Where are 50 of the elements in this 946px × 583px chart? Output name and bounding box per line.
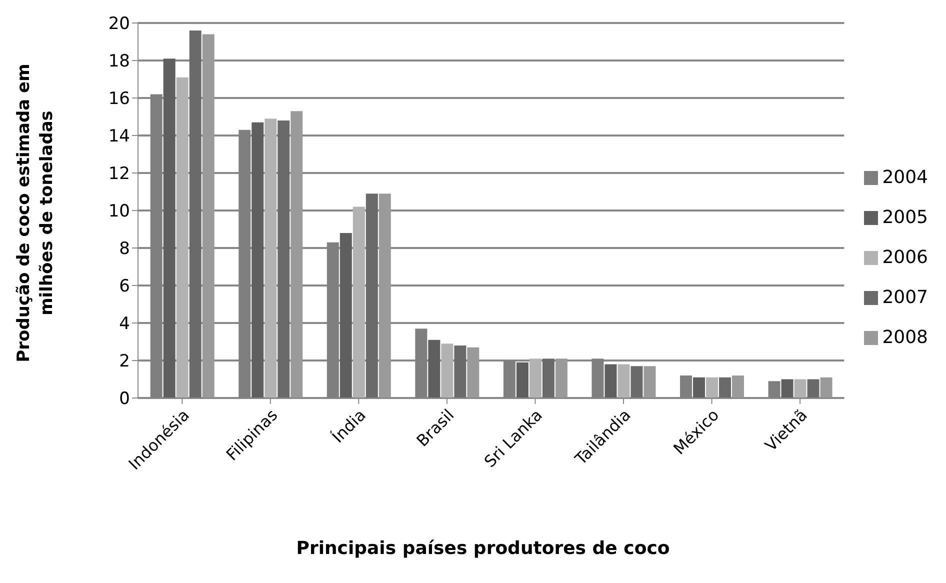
y-tick-label: 12 — [108, 164, 130, 184]
y-tick-label: 14 — [108, 126, 130, 147]
bar — [719, 377, 731, 398]
bar — [706, 377, 718, 398]
bar — [252, 122, 264, 398]
y-tick-label: 4 — [119, 314, 130, 334]
legend-label: 2004 — [882, 167, 928, 188]
bar — [794, 379, 806, 398]
bar — [202, 34, 214, 398]
y-tick-label: 0 — [119, 389, 130, 410]
y-tick-label: 6 — [119, 276, 130, 297]
bar — [781, 379, 794, 398]
bar — [189, 30, 202, 398]
legend-label: 2008 — [882, 327, 928, 348]
bar — [693, 377, 705, 398]
bar — [454, 346, 466, 398]
bar — [352, 206, 365, 398]
y-tick-label: 16 — [108, 89, 130, 110]
bar — [516, 362, 528, 398]
bar — [366, 194, 378, 398]
y-tick-label: 2 — [119, 352, 130, 372]
y-tick-label: 10 — [108, 202, 130, 222]
x-axis-title: Principais países produtores de coco — [295, 538, 671, 559]
bar — [428, 340, 440, 398]
bar — [340, 233, 352, 398]
bar — [555, 358, 568, 398]
legend-label: 2005 — [882, 207, 928, 228]
bar — [290, 111, 303, 398]
bar — [264, 118, 277, 398]
y-tick-label: 8 — [119, 239, 130, 260]
legend-label: 2006 — [882, 247, 928, 268]
bar — [176, 77, 188, 398]
bar — [467, 347, 480, 398]
bar — [630, 366, 643, 398]
legend-label: 2007 — [882, 287, 928, 308]
y-tick-label: 20 — [108, 14, 130, 34]
bar — [441, 344, 454, 398]
bar — [732, 376, 744, 398]
bar — [807, 379, 820, 398]
bar — [604, 364, 617, 398]
bar — [278, 120, 290, 398]
bar — [644, 366, 656, 398]
bar — [618, 364, 630, 398]
y-axis-title: Produção de coco estimada em milhões de toneladas — [13, 62, 58, 364]
bar — [820, 377, 832, 398]
bar — [163, 58, 176, 398]
bar — [378, 194, 391, 398]
bar — [529, 358, 542, 398]
bar — [542, 358, 554, 398]
y-tick-label: 18 — [108, 52, 130, 72]
